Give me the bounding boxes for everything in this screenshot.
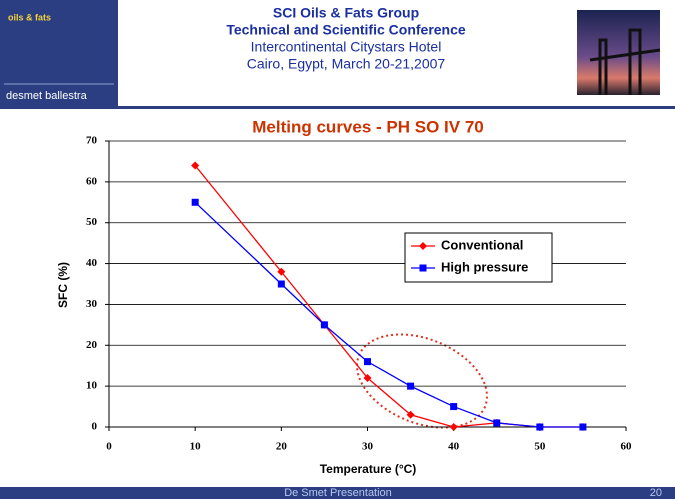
y-tick-label: 50: [86, 216, 98, 228]
marker: [493, 419, 501, 427]
highlight-ellipse: [356, 333, 488, 429]
legend-label: Conventional: [441, 237, 523, 252]
header-line: Technical and Scientific Conference: [226, 22, 466, 38]
marker: [406, 410, 415, 419]
marker: [191, 198, 199, 206]
marker: [450, 403, 458, 411]
marker: [364, 358, 371, 366]
marker: [407, 382, 415, 390]
x-axis-label: Temperature (°C): [320, 462, 417, 476]
x-tick-label: 50: [534, 441, 546, 453]
header-line: Cairo, Egypt, March 20-21,2007: [247, 56, 446, 72]
y-tick-label: 40: [86, 257, 98, 269]
x-tick-label: 10: [190, 441, 202, 453]
footer-bar: [0, 487, 675, 499]
x-tick-label: 0: [106, 441, 112, 453]
y-tick-label: 60: [86, 175, 98, 187]
header-line: Intercontinental Citystars Hotel: [251, 39, 442, 55]
marker: [579, 423, 587, 431]
logo-bottom: desmet ballestra: [6, 90, 88, 102]
x-tick-label: 20: [276, 441, 288, 453]
marker: [191, 161, 200, 170]
legend-box: [404, 232, 553, 283]
marker: [320, 321, 328, 329]
x-tick-label: 30: [362, 441, 374, 453]
y-tick-label: 10: [86, 380, 98, 392]
marker: [419, 264, 427, 272]
marker: [277, 267, 286, 276]
legend-label: High pressure: [441, 259, 528, 274]
marker: [277, 280, 285, 288]
header-line: SCI Oils & Fats Group: [273, 5, 419, 21]
footer-text: De Smet Presentation: [284, 487, 392, 499]
y-axis-label: SFC (%): [56, 262, 70, 308]
y-tick-label: 20: [86, 339, 98, 351]
photo-structure: [589, 28, 661, 95]
logo-top: oils & fats: [8, 12, 51, 22]
page-number: 20: [650, 487, 662, 499]
marker: [363, 373, 372, 382]
marker: [419, 242, 427, 250]
logo-box: [0, 0, 118, 108]
x-tick-label: 60: [621, 441, 633, 453]
x-tick-label: 40: [448, 441, 460, 453]
y-tick-label: 30: [86, 298, 98, 310]
y-tick-label: 70: [86, 135, 98, 147]
marker: [536, 423, 544, 431]
series-line: [194, 165, 583, 428]
header-rule: [0, 106, 675, 109]
chart-title: Melting curves - PH SO IV 70: [252, 117, 483, 136]
marker: [449, 423, 458, 431]
y-tick-label: 0: [92, 421, 98, 433]
